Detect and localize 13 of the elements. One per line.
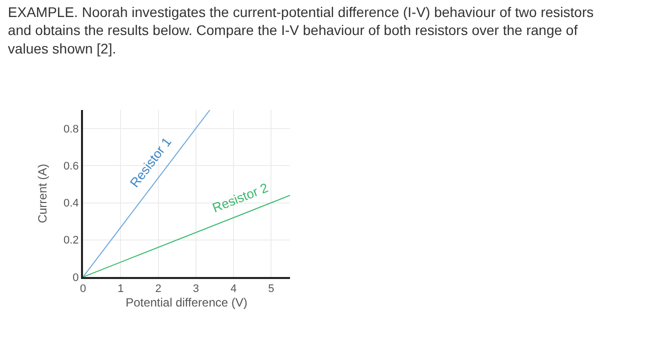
y-tick-label: 0.6 [64,160,79,173]
x-tick-label: 2 [155,283,162,296]
x-tick-label: 4 [230,283,237,296]
y-tick-label: 0.8 [64,123,79,136]
y-tick-label: 0.4 [64,198,79,210]
x-axis-title: Potential difference (V) [126,296,248,310]
x-tick-label: 5 [268,283,274,296]
y-tick-label: 0 [72,272,79,284]
y-tick-label: 0.2 [64,234,79,247]
y-axis-title: Current (A) [35,164,50,224]
x-tick-label: 3 [192,283,199,296]
chart-title: EXAMPLE. Noorah investigates the current-potential difference (I-V) behaviour of two resistors and obtains the results below. Compare the I-V behaviour of both resistors over the range of values shown [2]. [8,4,594,56]
x-tick-label: 1 [118,283,124,296]
